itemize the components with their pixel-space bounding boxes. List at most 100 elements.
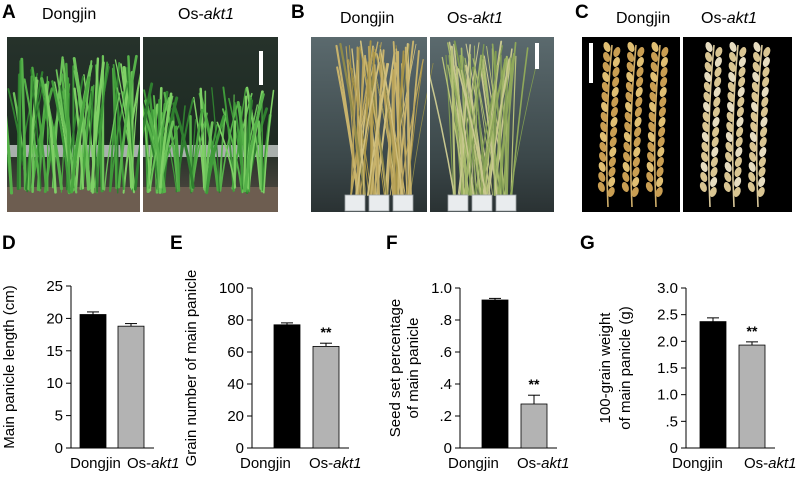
rice-grain: [659, 97, 667, 107]
rice-grain: [753, 52, 761, 62]
rice-grain: [739, 47, 747, 57]
significance-marker: **: [529, 376, 540, 392]
rice-grain: [715, 47, 723, 57]
bar-dongjin: [79, 314, 107, 449]
rice-grain: [636, 67, 644, 77]
rice-grain: [711, 147, 719, 157]
rice-grain: [612, 77, 620, 87]
rice-grain: [660, 67, 668, 77]
rice-grain: [751, 82, 759, 92]
rice-grain: [637, 47, 645, 57]
rice-grain: [600, 112, 608, 122]
rice-grain: [647, 152, 655, 162]
rice-grain: [736, 117, 744, 127]
category-label: Os-akt1: [744, 455, 797, 472]
rice-grain: [700, 162, 708, 172]
rice-leaf-blade: [31, 66, 48, 191]
rice-plant-stem: [336, 66, 360, 197]
rice-plant-stem: [379, 49, 403, 196]
rice-grain: [701, 152, 709, 162]
rice-grain: [758, 177, 766, 187]
rice-grain: [598, 172, 606, 182]
rice-grain: [634, 117, 642, 127]
rice-grain: [632, 157, 640, 167]
rice-grain: [659, 87, 667, 97]
rice-grain: [656, 167, 664, 177]
panel-letter-c: C: [575, 2, 589, 23]
y-tick-label: 20: [46, 310, 63, 327]
rice-grain: [738, 77, 746, 87]
rice-grain: [602, 72, 610, 82]
rice-leaf-blade: [28, 75, 33, 192]
panel-a-label-dongjin: Dongjin: [42, 6, 97, 23]
rice-grain: [632, 167, 640, 177]
rice-plant-stem: [450, 48, 456, 197]
rice-leaf-blade: [144, 99, 167, 193]
rice-grain: [710, 157, 718, 167]
greenhouse-rice-seedlings-image: [7, 37, 278, 212]
rice-leaf-blade: [70, 76, 91, 194]
rice-leaf-blade: [261, 96, 264, 191]
rice-grain: [724, 172, 732, 182]
y-tick-label: .5: [665, 413, 678, 430]
rice-grain: [625, 102, 633, 112]
rice-grain: [727, 92, 735, 102]
rice-grain: [649, 102, 657, 112]
rice-grain: [650, 72, 658, 82]
rice-grain: [608, 167, 616, 177]
rice-plant-stem: [497, 52, 515, 197]
rice-grain: [727, 102, 735, 112]
rice-plant-stem: [406, 64, 423, 196]
bar-dongjin: [273, 324, 301, 449]
rice-plant-stem: [479, 63, 498, 196]
rice-plant-stem: [455, 66, 465, 196]
rice-plant-stem: [350, 56, 359, 196]
rice-leaf-blade: [219, 103, 239, 192]
rice-grain: [725, 142, 733, 152]
rice-leaf-blade: [243, 93, 265, 193]
rice-grain: [635, 87, 643, 97]
rice-grain: [658, 127, 666, 137]
rice-grain: [612, 67, 620, 77]
rice-grain: [626, 62, 634, 72]
category-label: Dongjin: [672, 455, 723, 472]
rice-grain: [627, 42, 635, 52]
rice-grain: [646, 162, 654, 172]
category-label: Dongjin: [448, 455, 499, 472]
rice-grain: [657, 147, 665, 157]
rice-grain: [647, 132, 655, 142]
rice-grain: [623, 142, 631, 152]
rice-grain: [650, 62, 658, 72]
rice-grain: [728, 72, 736, 82]
rice-grain: [702, 122, 710, 132]
rice-grain: [712, 127, 720, 137]
panel-c-label-dongjin: Dongjin: [616, 10, 671, 27]
panel-a-label-akt1: Os-akt1: [178, 6, 235, 23]
rice-grain: [610, 107, 618, 117]
panicle-rachis: [707, 44, 715, 208]
panel-letter-f: F: [386, 233, 398, 254]
y-tick-label: 2.5: [657, 307, 678, 324]
rice-grain: [712, 117, 720, 127]
rice-grain: [735, 137, 743, 147]
rice-grain: [699, 182, 707, 192]
rice-grain: [726, 122, 734, 132]
rice-plant-stem: [488, 58, 510, 196]
rice-grain: [648, 122, 656, 132]
rice-plant-stem: [404, 46, 412, 196]
rice-plant-stem: [427, 70, 455, 196]
rice-plant-stem: [357, 60, 365, 196]
rice-grain: [748, 172, 756, 182]
rice-grain: [736, 127, 744, 137]
rice-grain: [633, 137, 641, 147]
rice-grain: [607, 187, 615, 197]
category-label: Os-akt1: [517, 455, 570, 472]
rice-grain: [622, 162, 630, 172]
rice-grain: [704, 72, 712, 82]
rice-leaf-blade: [51, 80, 71, 194]
y-tick-label: 0: [670, 440, 678, 457]
rice-grain: [612, 57, 620, 67]
rice-grain: [601, 102, 609, 112]
rice-grain: [703, 102, 711, 112]
rice-grain: [649, 82, 657, 92]
